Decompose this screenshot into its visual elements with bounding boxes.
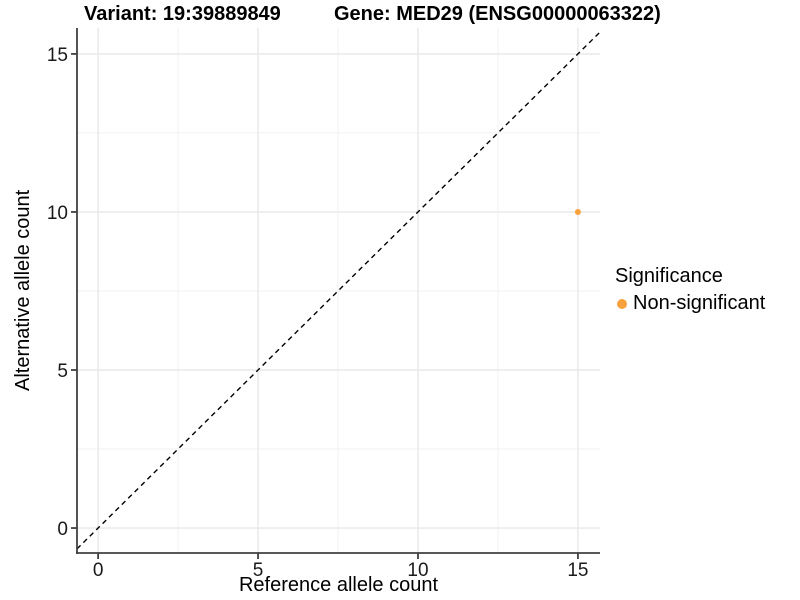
y-tick-label: 10 bbox=[47, 203, 68, 224]
identity-dashed-line bbox=[76, 31, 601, 550]
chart-title-variant: Variant: 19:39889849 bbox=[84, 3, 281, 25]
legend-title: Significance bbox=[615, 265, 723, 287]
x-tick-label: 5 bbox=[253, 560, 264, 581]
y-tick-label: 15 bbox=[47, 45, 68, 66]
chart-title-gene: Gene: MED29 (ENSG00000063322) bbox=[334, 3, 661, 25]
legend-item: Non-significant bbox=[615, 292, 765, 315]
x-tick-label: 15 bbox=[567, 560, 588, 581]
x-tick-label: 10 bbox=[407, 560, 428, 581]
x-axis-title: Reference allele count bbox=[238, 574, 438, 596]
legend-dot-icon bbox=[617, 298, 627, 309]
data-point bbox=[574, 208, 581, 215]
x-tick-label: 0 bbox=[93, 560, 104, 581]
y-axis-title: Alternative allele count bbox=[12, 189, 34, 392]
y-tick-label: 5 bbox=[57, 361, 68, 382]
legend: Significance Non-significant bbox=[615, 265, 765, 315]
legend-item-label: Non-significant bbox=[633, 292, 766, 314]
y-tick-label: 0 bbox=[57, 519, 68, 540]
